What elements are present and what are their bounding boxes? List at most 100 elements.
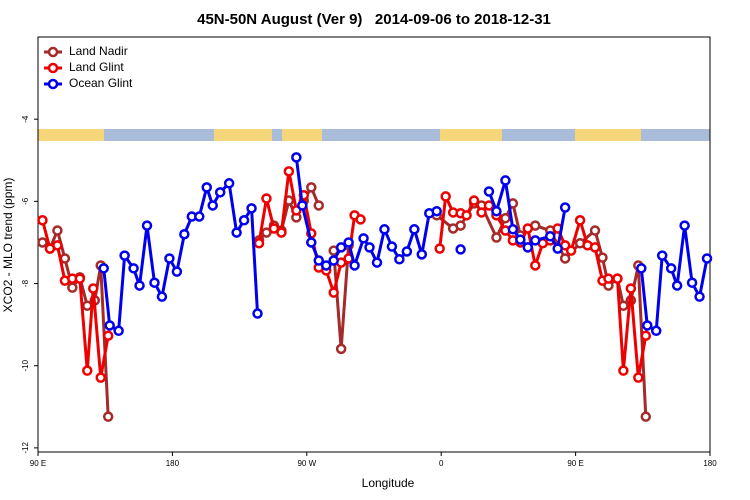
data-point (431, 205, 442, 217)
data-point (223, 178, 235, 189)
x-tick-label: 90 E (30, 459, 46, 468)
data-point (640, 330, 652, 341)
data-point (207, 200, 218, 211)
data-point (440, 191, 451, 202)
data-point (565, 245, 577, 256)
data-point (67, 282, 78, 293)
data-point (335, 343, 347, 355)
data-point (522, 223, 534, 234)
data-point (401, 246, 413, 257)
data-point (650, 325, 662, 337)
data-point (694, 291, 705, 302)
data-point (379, 224, 390, 235)
data-point (52, 225, 63, 236)
data-point (102, 411, 114, 422)
data-point (507, 224, 519, 235)
data-point (455, 244, 466, 255)
y-tick-label: -10 (21, 359, 30, 371)
data-point (52, 240, 63, 251)
series-line (102, 157, 709, 333)
chart-title: 45N-50N August (Ver 9) 2014-09-06 to 201… (197, 11, 551, 28)
series-line (41, 185, 648, 417)
data-point (358, 233, 369, 244)
data-point (98, 263, 109, 274)
data-point (574, 215, 586, 226)
data-point (328, 255, 339, 266)
data-point (491, 232, 502, 243)
series (98, 152, 713, 337)
data-point (701, 253, 713, 264)
data-point (119, 250, 130, 261)
data-point (201, 182, 212, 193)
data-point (625, 283, 637, 294)
data-point (95, 372, 106, 383)
legend-marker (47, 46, 59, 58)
data-point (320, 260, 332, 271)
data-point (500, 212, 511, 224)
data-point (589, 242, 601, 253)
data-point (686, 277, 698, 288)
data-point (74, 273, 86, 284)
data-point (656, 250, 668, 261)
y-tick-label: -8 (21, 279, 30, 287)
data-point (335, 242, 347, 253)
legend-label: Ocean Glint (69, 76, 133, 90)
data-point (355, 214, 366, 225)
data-point (313, 200, 324, 211)
data-point (552, 243, 563, 254)
x-axis-label: Longitude (362, 476, 415, 490)
legend-item: Land Glint (44, 60, 124, 74)
x-tick-label: 90 E (567, 459, 583, 468)
data-point (253, 238, 265, 249)
data-point (612, 273, 623, 284)
data-point (313, 255, 324, 266)
y-tick-label: -12 (21, 442, 30, 454)
data-point (141, 220, 153, 231)
x-tick-label: 180 (166, 459, 180, 468)
data-point (171, 266, 183, 277)
data-point (214, 187, 226, 198)
data-point (261, 227, 272, 238)
data-point (194, 211, 205, 222)
data-point (82, 365, 93, 376)
data-point (82, 300, 93, 311)
data-point (633, 372, 644, 383)
data-point (37, 237, 48, 248)
data-point (530, 260, 541, 271)
series (37, 182, 652, 422)
data-point (156, 291, 168, 302)
data-point (522, 242, 534, 253)
data-point (679, 220, 690, 231)
plot-frame (37, 36, 711, 453)
y-tick-label: -6 (21, 197, 30, 205)
legend-item: Ocean Glint (44, 76, 133, 90)
data-point (642, 320, 653, 331)
data-point (461, 210, 472, 221)
data-point (468, 195, 480, 206)
data-point (559, 202, 571, 213)
legend-label: Land Nadir (69, 44, 128, 58)
data-point (603, 273, 614, 284)
data-point (597, 252, 608, 263)
data-point (276, 227, 287, 238)
data-point (306, 182, 317, 193)
data-point (252, 308, 263, 319)
data-point (238, 215, 250, 226)
data-point (434, 243, 445, 254)
data-point (179, 228, 190, 240)
data-point (515, 234, 526, 245)
series (37, 166, 652, 383)
data-point (268, 223, 280, 234)
data-point (371, 257, 383, 268)
x-tick-label: 180 (703, 459, 717, 468)
data-point (246, 203, 257, 214)
data-point (416, 249, 428, 260)
data-point (500, 175, 511, 186)
data-point (589, 225, 601, 236)
data-point (283, 166, 295, 177)
data-point (530, 235, 541, 246)
data-point (394, 254, 405, 265)
data-point (636, 263, 647, 274)
legend-item: Land Nadir (44, 44, 128, 58)
data-point (134, 280, 145, 291)
